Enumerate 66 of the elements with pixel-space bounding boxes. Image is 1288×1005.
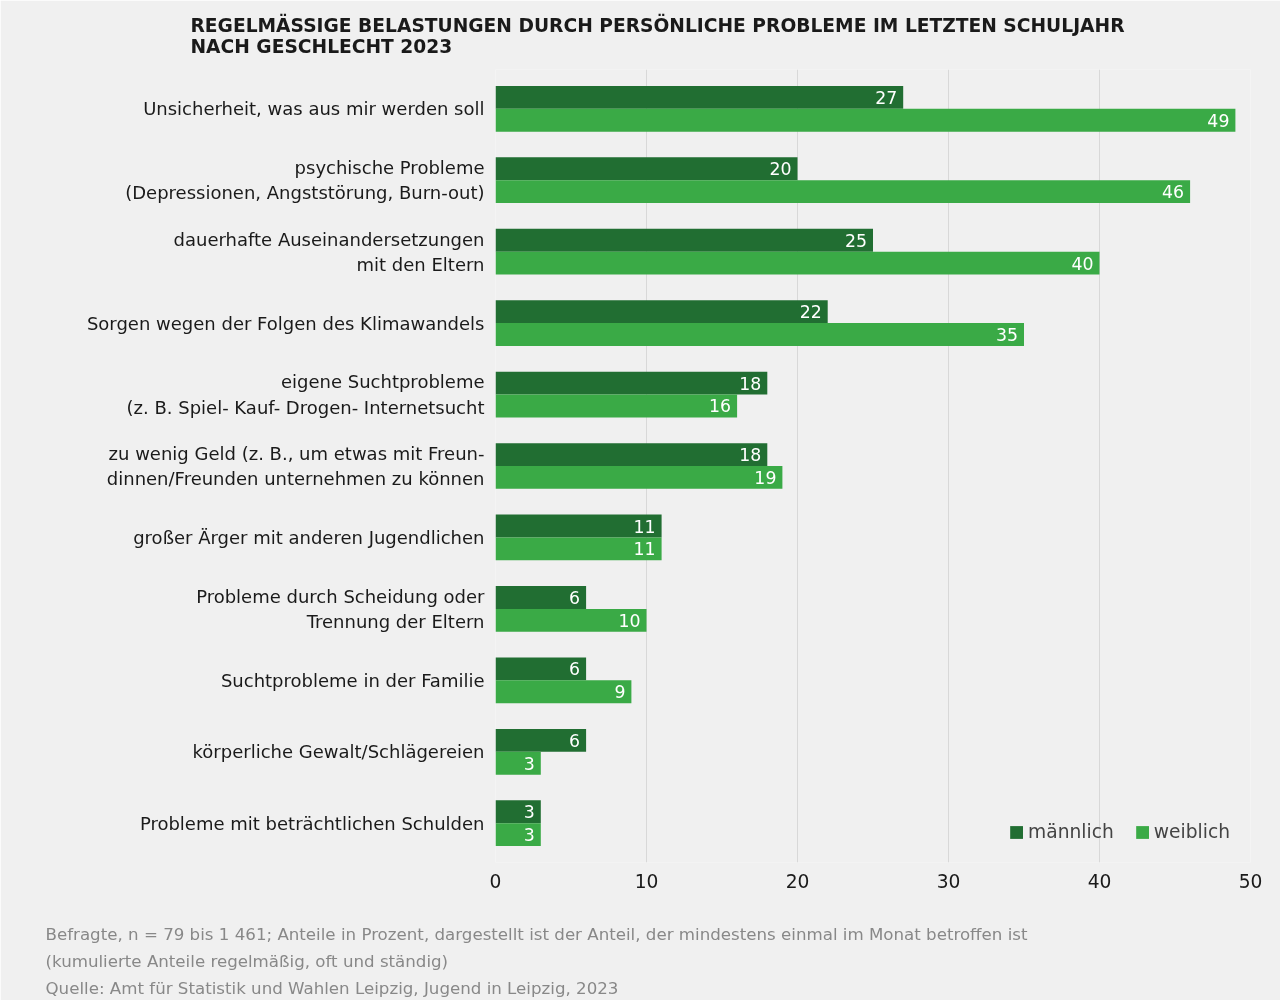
- x-tick-label: 30: [936, 870, 961, 892]
- bar: [495, 180, 1191, 204]
- bar: [495, 537, 662, 561]
- data-label: 3: [523, 802, 535, 823]
- y-tick-label: Suchtprobleme in der Familie: [220, 669, 485, 691]
- y-tick-label: psychische Probleme (Depressionen, Angststörung, Burn-out): [125, 157, 485, 204]
- x-tick-label: 50: [1238, 870, 1263, 892]
- data-label: 11: [633, 516, 656, 537]
- chart-title: REGELMÄSSIGE BELASTUNGEN DURCH PERSÖNLICHE PROBLEME IM LETZTEN SCHULJAHR NACH GESCHLECHT 2023: [190, 13, 1125, 57]
- data-label: 10: [618, 610, 641, 631]
- y-tick-label: großer Ärger mit anderen Jugendlichen: [133, 526, 485, 548]
- data-label: 20: [769, 159, 792, 180]
- data-label: 18: [739, 373, 762, 394]
- data-label: 9: [614, 682, 626, 703]
- data-label: 6: [569, 587, 581, 608]
- bar: [495, 586, 587, 609]
- bar: [495, 157, 798, 181]
- source-note: Quelle: Amt für Statistik und Wahlen Leipzig, Jugend in Leipzig, 2023: [45, 978, 619, 998]
- y-tick-label: zu wenig Geld (z. B., um etwas mit Freun- dinnen/Freunden unternehmen zu können: [106, 442, 485, 490]
- bar: [495, 608, 647, 632]
- bar: [495, 680, 632, 704]
- data-label: 40: [1071, 253, 1094, 274]
- data-label: 6: [569, 730, 581, 751]
- x-tick-label: 0: [489, 870, 502, 892]
- y-tick-label: Unsicherheit, was aus mir werden soll: [143, 98, 485, 120]
- bar: [495, 251, 1100, 275]
- legend-label: männlich: [1028, 821, 1114, 842]
- x-tick-label: 10: [634, 870, 659, 892]
- bar: [495, 108, 1236, 132]
- bar: [495, 514, 662, 538]
- data-label: 11: [633, 539, 656, 560]
- bar: [495, 228, 873, 252]
- bar: [495, 657, 587, 681]
- data-label: 18: [739, 445, 762, 466]
- x-tick-label: 20: [785, 870, 810, 892]
- data-label: 19: [754, 467, 777, 488]
- bar: [495, 85, 904, 109]
- bar: [495, 300, 828, 324]
- bar: [495, 751, 541, 775]
- y-tick-label: Sorgen wegen der Folgen des Klimawandels: [86, 312, 485, 334]
- bar: [495, 394, 738, 418]
- bar: [495, 323, 1024, 346]
- bar: [495, 800, 541, 824]
- data-label: 6: [569, 659, 581, 680]
- data-label: 27: [875, 87, 898, 108]
- y-tick-label: eigene Suchtprobleme (z. B. Spiel- Kauf- Drogen- Internetsucht: [126, 371, 485, 418]
- x-tick-label: 40: [1087, 870, 1112, 892]
- bar: [495, 443, 768, 466]
- legend-label: weiblich: [1153, 821, 1230, 842]
- y-tick-label: Probleme mit beträchtlichen Schulden: [139, 812, 485, 834]
- data-label: 25: [844, 230, 868, 251]
- y-tick-label: dauerhafte Auseinandersetzungen mit den Eltern: [173, 228, 485, 275]
- y-tick-label: körperliche Gewalt/Schlägereien: [192, 741, 485, 763]
- data-label: 35: [995, 325, 1019, 346]
- bar: [495, 728, 587, 752]
- data-label: 3: [523, 825, 535, 846]
- bar: [495, 466, 783, 489]
- data-label: 49: [1207, 110, 1230, 131]
- data-label: 22: [799, 302, 822, 323]
- data-label: 46: [1162, 182, 1185, 203]
- data-label: 3: [523, 753, 535, 774]
- bar: [495, 371, 768, 395]
- y-tick-label: Probleme durch Scheidung oder Trennung der Eltern: [196, 585, 486, 632]
- data-label: 16: [709, 396, 732, 417]
- bar: [495, 823, 541, 847]
- text: Befragte, n = 79 bis 1 461; Anteile in Prozent, dargestellt ist der Anteil, der mindestens einmal im Monat betroffen ist (kumulierte Anteile regelmäßig, oft und ständig): [45, 924, 1028, 971]
